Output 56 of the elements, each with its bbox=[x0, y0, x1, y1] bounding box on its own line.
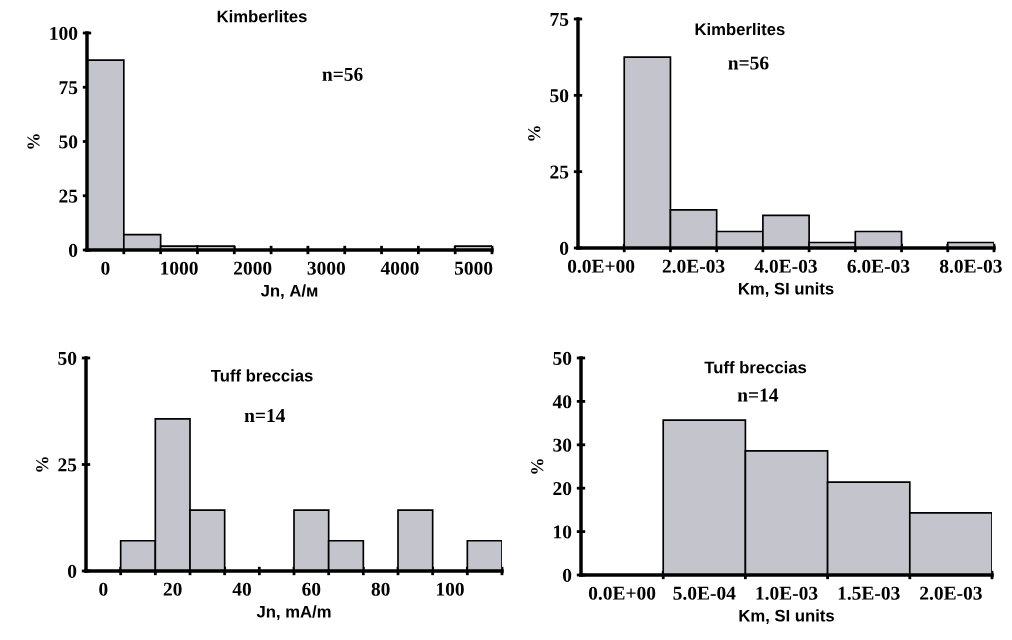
y-tick-label: 20 bbox=[553, 482, 572, 496]
y-tick-label: 30 bbox=[553, 438, 572, 452]
x-tick-label: 2.0E-03 bbox=[920, 586, 982, 600]
y-tick-label: 25 bbox=[58, 458, 77, 472]
x-axis-title: Km, SI units bbox=[739, 609, 834, 624]
y-axis-title: % bbox=[36, 457, 49, 472]
x-tick-label: 0.0E+00 bbox=[588, 586, 656, 600]
y-tick-label: 0 bbox=[562, 568, 572, 582]
y-tick-label: 0 bbox=[68, 243, 78, 257]
annotation: n=56 bbox=[322, 67, 363, 81]
x-tick-label: 4.0E-03 bbox=[754, 259, 817, 273]
x-tick-label: 100 bbox=[436, 582, 464, 596]
x-tick-label: 0.0E+00 bbox=[567, 259, 635, 273]
y-tick-label: 25 bbox=[550, 165, 569, 179]
y-tick-label: 40 bbox=[552, 395, 572, 409]
x-tick-label: 80 bbox=[371, 582, 390, 596]
x-tick-label: 60 bbox=[302, 582, 321, 596]
y-tick-label: 50 bbox=[550, 89, 569, 103]
y-tick-label: 0 bbox=[559, 241, 569, 255]
y-axis-title: % bbox=[528, 126, 541, 141]
text: Tuff breccias bbox=[210, 369, 313, 382]
y-axis-title: % bbox=[531, 459, 544, 474]
y-axis-title: % bbox=[27, 134, 40, 149]
x-axis-title: Km, SI units bbox=[738, 282, 834, 297]
x-tick-label: 0 bbox=[99, 582, 108, 596]
x-tick-label: 2000 bbox=[234, 261, 272, 275]
x-tick-label: 40 bbox=[232, 582, 251, 596]
x-tick-label: 6.0E-03 bbox=[847, 259, 910, 273]
chart-title: Tuff breccias bbox=[704, 361, 807, 374]
x-tick-label: 4000 bbox=[380, 261, 419, 275]
y-tick-label: 75 bbox=[550, 13, 569, 26]
x-tick-label: 8.0E-03 bbox=[939, 259, 1002, 273]
x-tick-label: 0 bbox=[101, 261, 110, 275]
x-tick-label: 2.0E-03 bbox=[662, 259, 725, 273]
y-tick-label: 50 bbox=[553, 351, 572, 365]
x-tick-label: 1.5E-03 bbox=[838, 586, 900, 600]
y-tick-label: 10 bbox=[554, 525, 572, 539]
y-tick-label: 25 bbox=[59, 189, 78, 203]
annotation: n=14 bbox=[244, 409, 286, 422]
x-tick-label: 5.0E-04 bbox=[673, 586, 736, 600]
annotation: n=14 bbox=[737, 388, 779, 402]
x-tick-label: 20 bbox=[163, 582, 182, 596]
x-tick-label: 1.0E-03 bbox=[756, 586, 818, 600]
x-axis-title: Jn, mA/m bbox=[256, 605, 331, 620]
x-tick-label: 5000 bbox=[454, 261, 493, 275]
x-tick-label: 3000 bbox=[307, 261, 346, 275]
y-tick-label: 0 bbox=[67, 564, 77, 578]
x-axis-title: Jn, А/м bbox=[260, 284, 318, 299]
y-tick-label: 50 bbox=[58, 351, 77, 365]
y-tick-label: 75 bbox=[59, 81, 78, 95]
x-tick-label: 1000 bbox=[161, 261, 198, 275]
annotation: n=56 bbox=[728, 56, 769, 70]
y-tick-label: 50 bbox=[59, 135, 78, 149]
y-tick-label: 100 bbox=[50, 26, 78, 40]
chart-title: Kimberlites bbox=[695, 22, 785, 36]
chart-title: Kimberlites bbox=[217, 10, 307, 23]
